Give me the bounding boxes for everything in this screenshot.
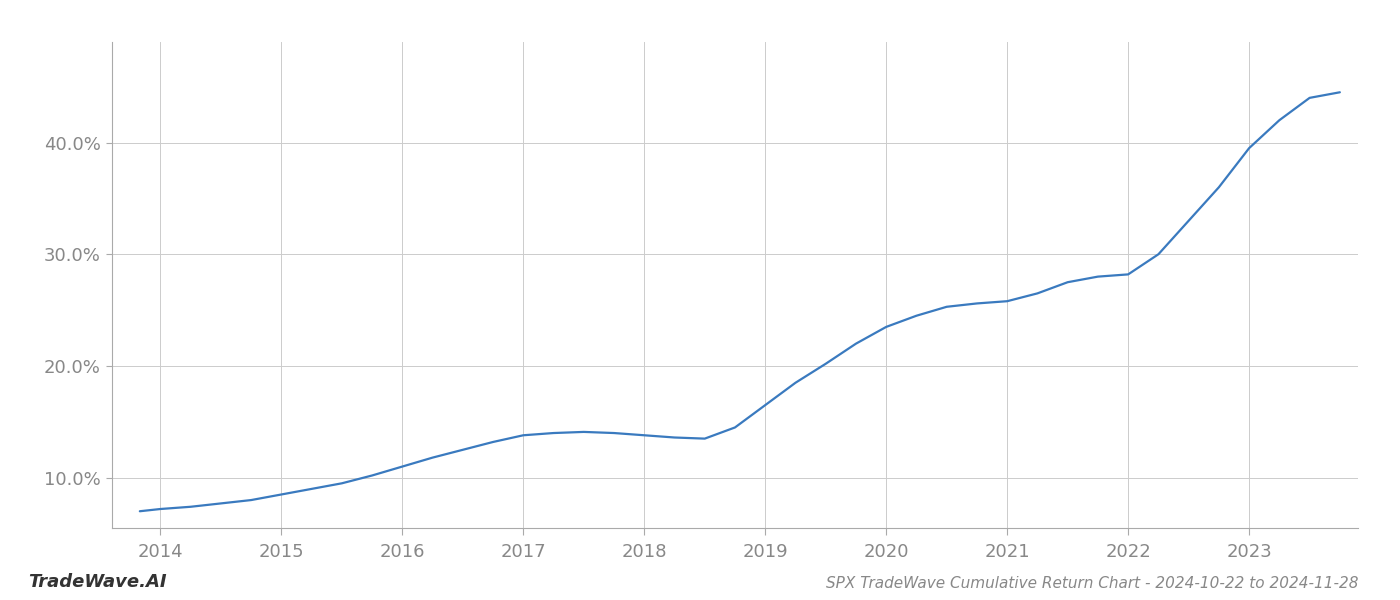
Text: SPX TradeWave Cumulative Return Chart - 2024-10-22 to 2024-11-28: SPX TradeWave Cumulative Return Chart - … bbox=[826, 576, 1358, 591]
Text: TradeWave.AI: TradeWave.AI bbox=[28, 573, 167, 591]
